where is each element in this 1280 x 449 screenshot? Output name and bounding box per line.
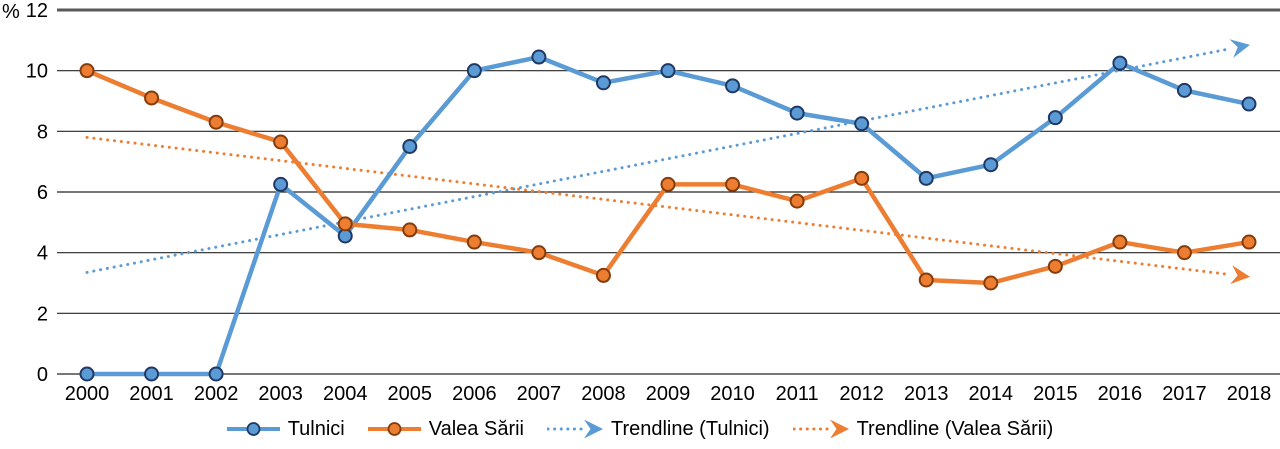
data-point-marker	[1047, 258, 1063, 274]
data-point-marker	[789, 105, 805, 121]
legend-arrow-glyph	[584, 420, 603, 438]
y-axis-tick-label: 4	[37, 243, 48, 265]
legend-arrow-glyph	[829, 420, 849, 438]
legend-label-trendline-tulnici: Trendline (Tulnici)	[610, 418, 770, 440]
data-point-marker	[144, 366, 160, 382]
data-point-marker	[983, 275, 999, 291]
data-point-marker	[402, 139, 418, 154]
data-point-marker	[660, 63, 676, 79]
x-axis-tick-label: 2009	[646, 383, 691, 405]
legend-item-trendline-tulnici: Trendline (Tulnici)	[546, 418, 770, 440]
data-point-marker	[918, 272, 934, 288]
x-axis-tick-label: 2008	[581, 383, 626, 405]
data-point-marker	[337, 228, 353, 244]
x-axis-tick-label: 2011	[776, 383, 819, 405]
data-point-marker	[79, 63, 95, 79]
x-axis-tick-label: 2001	[129, 383, 174, 405]
trendline-arrowhead-icon	[1229, 39, 1250, 58]
y-axis-tick-label: 8	[37, 121, 48, 143]
data-point-marker	[79, 366, 95, 382]
legend-item-trendline-valea-sarii: Trendline (Valea Sării)	[792, 418, 1054, 440]
data-point-marker	[402, 222, 418, 238]
trendline	[85, 135, 1230, 276]
y-axis-tick-label: 0	[37, 364, 48, 386]
line-chart-plot: 0 2 4 6 8 10 12% 2000 2001 2002 2003 2004 2005 2006 20…	[2, 0, 1280, 405]
data-point-marker	[789, 193, 805, 209]
data-point-marker	[466, 63, 482, 79]
data-point-marker	[983, 157, 999, 173]
x-axis-tick-label: 2017	[1162, 383, 1207, 405]
x-axis-tick-label: 2016	[1098, 383, 1143, 405]
x-axis-tick-label: 2018	[1227, 383, 1272, 405]
x-axis-tick-label: 2012	[839, 383, 884, 405]
legend-marker-glyph	[246, 422, 261, 436]
x-axis-tick-label: 2004	[323, 383, 368, 405]
data-point-marker	[273, 176, 289, 192]
valea-sarii-series-sample-icon	[367, 422, 421, 436]
data-point-marker	[854, 170, 870, 186]
data-point-marker	[1176, 82, 1192, 98]
x-axis-tick-label: 2003	[258, 383, 303, 405]
data-point-marker	[531, 245, 547, 261]
y-axis-tick-label: 6	[37, 182, 48, 204]
x-axis-tick-label: 2002	[194, 383, 239, 405]
data-point-marker	[1047, 110, 1063, 126]
data-point-marker	[208, 114, 224, 130]
y-axis-tick-label: 12	[26, 0, 48, 22]
legend-label-valea-sarii: Valea Sării	[428, 418, 524, 440]
x-axis-tick-label: 2007	[517, 383, 562, 405]
y-axis-tick-label: 10	[26, 61, 48, 83]
series-line	[84, 54, 1252, 377]
tulnici-series-sample-icon	[226, 422, 280, 436]
valea-sarii-trendline-sample-icon	[792, 420, 849, 438]
trendline-arrowhead-icon	[1230, 265, 1250, 285]
data-point-marker	[595, 75, 611, 91]
y-axis-tick-label: 2	[37, 303, 48, 325]
x-axis-tick-label: 2010	[710, 383, 755, 405]
data-point-marker	[725, 78, 741, 94]
trendline	[85, 47, 1230, 274]
x-axis-tick-label: 2015	[1033, 383, 1078, 405]
data-point-marker	[918, 170, 934, 186]
legend-item-tulnici: Tulnici	[226, 418, 345, 440]
data-point-marker	[1176, 245, 1192, 261]
x-axis-tick-label: 2000	[65, 383, 110, 405]
legend-label-trendline-valea-sarii: Trendline (Valea Sării)	[856, 418, 1054, 440]
data-point-marker	[144, 90, 160, 106]
tulnici-trendline-sample-icon	[546, 420, 603, 438]
data-point-marker	[595, 267, 611, 283]
data-point-marker	[660, 176, 676, 192]
data-point-marker	[854, 116, 870, 132]
data-point-marker	[466, 234, 482, 250]
x-axis-tick-label: 2014	[969, 383, 1014, 405]
legend-marker-glyph	[387, 422, 402, 436]
data-point-marker	[531, 49, 547, 65]
y-axis-unit-label: %	[2, 1, 20, 23]
data-point-marker	[725, 176, 741, 192]
data-point-marker	[1112, 234, 1128, 250]
legend-item-valea-sarii: Valea Sării	[367, 418, 524, 440]
x-axis-tick-label: 2013	[904, 383, 949, 405]
data-point-marker	[1241, 96, 1257, 112]
data-point-marker	[337, 216, 353, 232]
data-point-marker	[1112, 55, 1128, 71]
chart-legend: Tulnici Valea Sării Trendline (Tulnici) …	[0, 413, 1280, 445]
x-axis-tick-label: 2006	[452, 383, 497, 405]
data-point-marker	[273, 134, 289, 150]
data-point-marker	[1241, 234, 1257, 250]
data-point-marker	[208, 366, 224, 382]
x-axis-tick-label: 2005	[388, 383, 433, 405]
legend-label-tulnici: Tulnici	[287, 418, 345, 440]
